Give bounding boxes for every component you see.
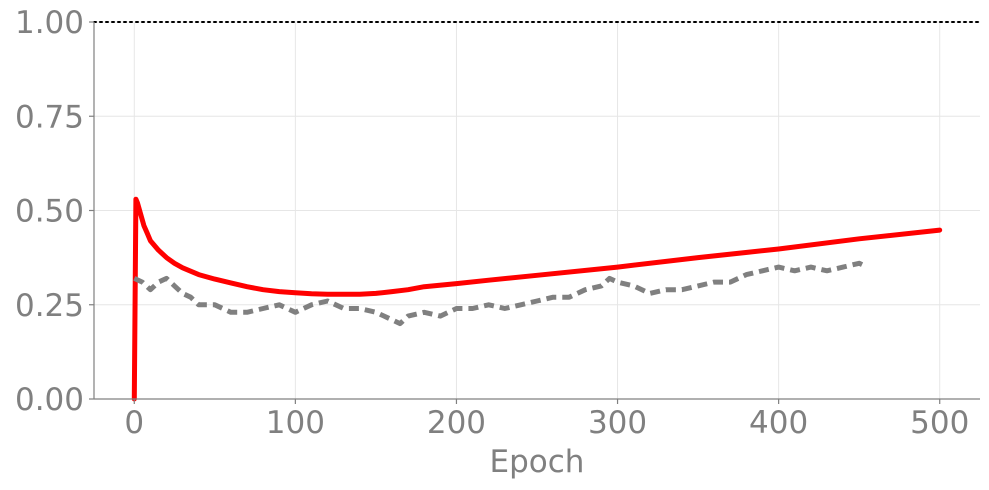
x-tick-label: 100 <box>266 405 325 441</box>
y-tick-label: 0.75 <box>15 99 84 135</box>
tick-group: 0 100 200 300 400 500 0.00 0.25 0.50 0.75 1.00 <box>15 5 969 441</box>
grid-lines <box>94 21 980 400</box>
series-group <box>131 196 943 402</box>
y-tick-label: 0.00 <box>15 382 84 418</box>
series-line-2 <box>133 260 869 327</box>
x-tick-label: 400 <box>749 405 808 441</box>
x-tick-label: 0 <box>124 405 144 441</box>
x-tick-label: 500 <box>910 405 969 441</box>
y-tick-label: 0.25 <box>15 288 84 324</box>
x-tick-label: 300 <box>588 405 647 441</box>
x-axis-title: Epoch <box>490 444 585 480</box>
y-tick-label: 1.00 <box>15 5 84 41</box>
x-tick-label: 200 <box>427 405 486 441</box>
y-tick-label: 0.50 <box>15 194 84 230</box>
series-line-1 <box>131 196 943 402</box>
